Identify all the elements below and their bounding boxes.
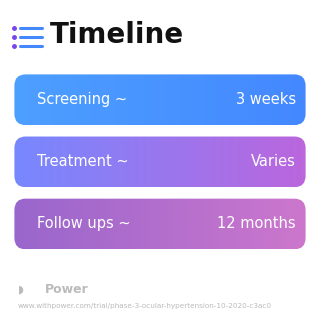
Text: Power: Power bbox=[45, 283, 89, 296]
Text: Screening ~: Screening ~ bbox=[37, 92, 127, 107]
Text: www.withpower.com/trial/phase-3-ocular-hypertension-10-2020-c3ac0: www.withpower.com/trial/phase-3-ocular-h… bbox=[18, 303, 272, 309]
Text: Treatment ~: Treatment ~ bbox=[37, 154, 128, 169]
Text: Timeline: Timeline bbox=[50, 21, 184, 49]
Text: 3 weeks: 3 weeks bbox=[236, 92, 296, 107]
Text: Varies: Varies bbox=[251, 154, 296, 169]
Text: ◗: ◗ bbox=[18, 284, 23, 294]
Text: Follow ups ~: Follow ups ~ bbox=[37, 216, 131, 232]
Text: 12 months: 12 months bbox=[217, 216, 296, 232]
